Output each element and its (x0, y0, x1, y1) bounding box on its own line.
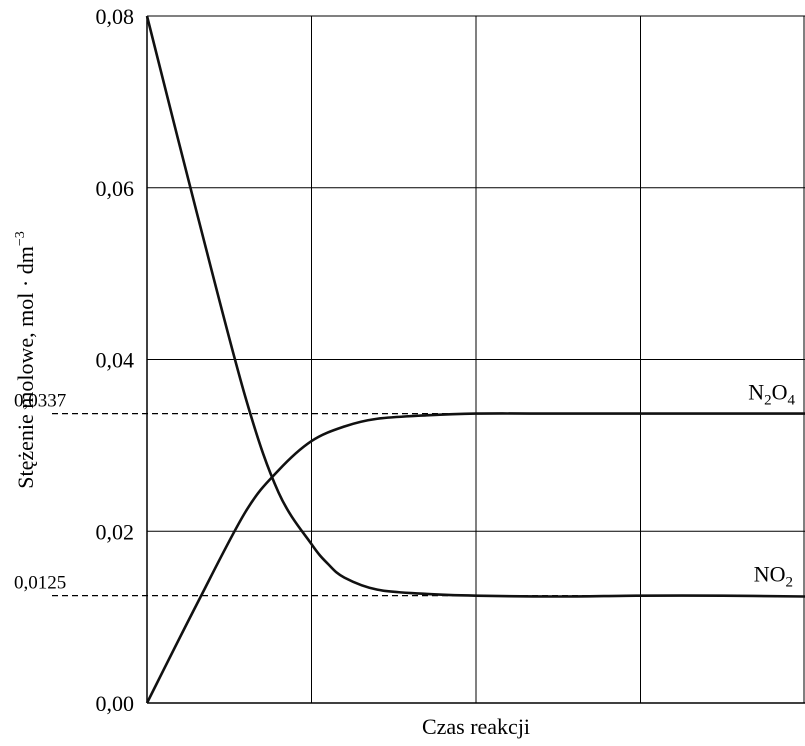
axes (146, 16, 805, 704)
reference-lines (52, 413, 650, 597)
labels: 0,00 0,02 0,04 0,06 0,08 0,0337 0,0125 N2O4 NO2 C… (13, 4, 796, 739)
grid (147, 15, 805, 703)
series-line-no2 (145, 15, 805, 598)
series-lines (145, 15, 805, 704)
y-tick-label: 0,02 (96, 519, 135, 544)
series-label-no2: NO2 (754, 562, 793, 591)
series-label-n2o4: N2O4 (748, 380, 795, 409)
y-tick-label: 0,00 (96, 691, 135, 716)
series-line-n2o4 (145, 412, 805, 704)
y-tick-label: 0,08 (96, 4, 135, 29)
y-tick-label: 0,06 (96, 176, 135, 201)
reference-line-label: 0,0337 (14, 391, 66, 412)
y-axis-title: Stężenie molowe, mol · dm−3 (13, 231, 38, 488)
y-tick-label: 0,04 (96, 348, 135, 373)
reference-line-label: 0,0125 (14, 573, 66, 594)
x-axis-title: Czas reakcji (422, 714, 530, 739)
